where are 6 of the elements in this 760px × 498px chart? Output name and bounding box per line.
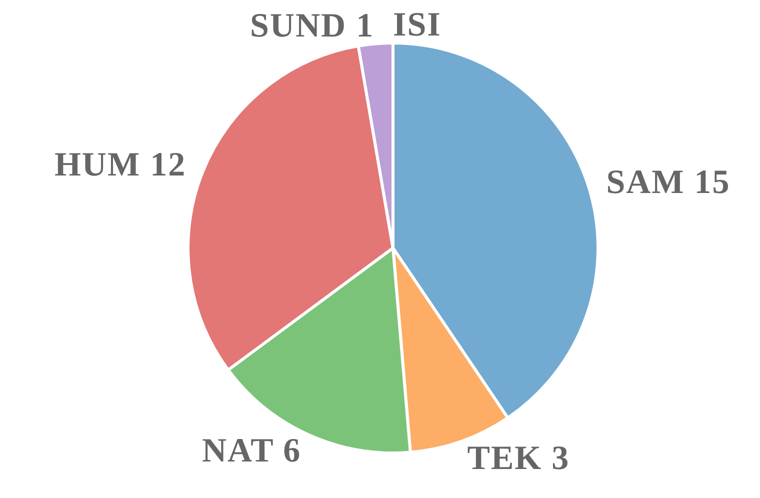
- slice-label: NAT 6: [202, 432, 302, 470]
- slice-label: SUND 1: [250, 7, 374, 44]
- slice-label: HUM 12: [54, 146, 186, 184]
- category-label: ISI: [393, 6, 442, 44]
- slice-label: SAM 15: [606, 164, 730, 202]
- slice-label: TEK 3: [467, 440, 570, 477]
